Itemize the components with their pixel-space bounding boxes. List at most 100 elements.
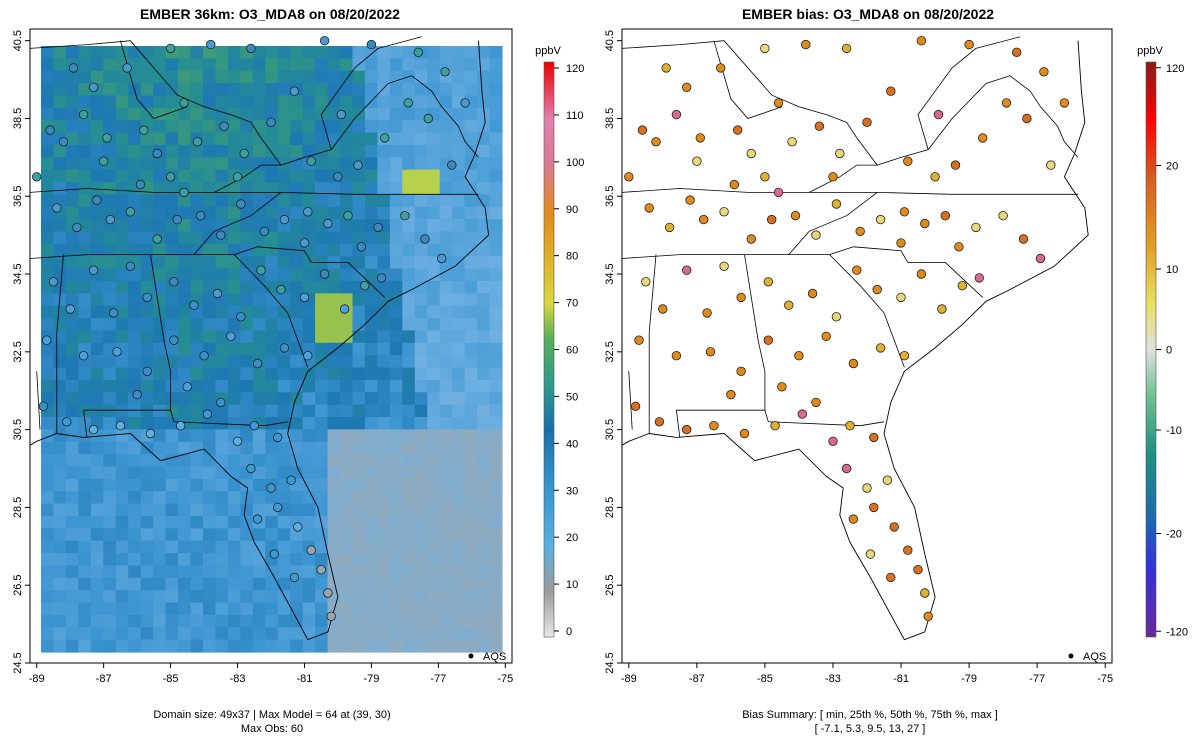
grid-cell <box>41 528 55 542</box>
grid-cell <box>190 565 204 579</box>
grid-cell <box>140 95 154 109</box>
grid-cell <box>414 342 428 356</box>
grid-cell <box>178 83 192 97</box>
aqs-station <box>142 366 152 377</box>
grid-cell <box>190 268 204 282</box>
grid-cell <box>302 132 316 146</box>
grid-cell <box>389 342 403 356</box>
aqs-station <box>78 351 89 361</box>
grid-cell <box>439 540 453 554</box>
grid-cell <box>340 342 354 356</box>
grid-cell <box>115 46 129 59</box>
grid-cell <box>140 565 154 579</box>
grid-cell <box>302 280 316 294</box>
bias-station <box>733 125 743 135</box>
aqs-station <box>105 214 116 225</box>
grid-cell <box>65 95 79 109</box>
grid-cell <box>477 367 491 381</box>
grid-cell <box>178 70 192 84</box>
grid-cell <box>277 417 291 430</box>
grid-cell <box>302 491 316 505</box>
bias-station <box>664 222 675 233</box>
grid-cell <box>464 83 478 97</box>
grid-cell <box>489 379 503 393</box>
grid-cell <box>215 243 229 257</box>
state-line <box>36 371 41 430</box>
grid-cell <box>315 441 329 455</box>
grid-cell <box>78 83 92 97</box>
grid-cell <box>140 70 154 84</box>
grid-cell <box>190 590 204 604</box>
grid-cell <box>290 441 304 455</box>
grid-cell <box>65 243 79 257</box>
bias-station <box>896 292 906 303</box>
grid-cell <box>90 132 104 146</box>
grid-cell <box>290 540 304 554</box>
grid-cell <box>377 243 391 257</box>
grid-cell <box>265 95 279 109</box>
aqs-station <box>353 160 363 170</box>
bias-station <box>671 351 682 361</box>
right-lat-tick-label: 24.5 <box>604 652 616 673</box>
grid-cell <box>128 540 142 554</box>
grid-cell <box>240 602 254 616</box>
grid-cell <box>78 231 92 245</box>
grid-cell <box>90 627 104 641</box>
grid-cell <box>427 478 441 492</box>
grid-cell <box>202 491 217 505</box>
grid-cell <box>215 330 229 344</box>
grid-cell <box>227 491 241 505</box>
grid-cell <box>178 330 192 344</box>
grid-cell <box>389 454 403 468</box>
grid-cell <box>128 417 142 430</box>
grid-cell <box>90 280 104 294</box>
state-line <box>621 188 1078 195</box>
bias-station <box>950 160 961 170</box>
grid-cell <box>128 305 142 319</box>
grid-cell <box>427 491 441 505</box>
grid-cell <box>315 404 329 418</box>
grid-cell <box>252 70 266 84</box>
grid-cell <box>327 194 341 208</box>
grid-cell <box>90 243 104 257</box>
grid-cell <box>340 602 354 616</box>
grid-cell <box>315 466 329 480</box>
grid-cell <box>464 293 478 307</box>
right-lat-tick-label: 26.5 <box>604 574 616 595</box>
grid-cell <box>327 466 341 480</box>
aqs-station <box>52 203 62 213</box>
grid-cell <box>41 157 55 171</box>
bias-station <box>957 281 968 291</box>
grid-cell <box>290 231 304 245</box>
bias-station <box>920 218 930 229</box>
grid-cell <box>78 515 92 529</box>
grid-cell <box>402 120 416 134</box>
grid-cell <box>327 577 341 591</box>
grid-cell <box>414 206 428 220</box>
grid-cell <box>165 553 179 567</box>
grid-cell <box>364 58 379 72</box>
grid-cell <box>277 231 291 245</box>
grid-cell <box>240 157 254 171</box>
grid-cell <box>178 528 192 542</box>
grid-cell <box>352 614 366 628</box>
grid-cell <box>427 132 441 146</box>
aqs-station <box>269 549 280 559</box>
grid-cell <box>315 454 329 468</box>
grid-cell <box>327 120 341 134</box>
grid-cell <box>364 330 379 344</box>
grid-cell <box>41 515 55 529</box>
grid-cell <box>227 219 241 233</box>
grid-cell <box>389 577 403 591</box>
grid-cell <box>489 528 503 542</box>
grid-cell <box>414 466 428 480</box>
grid-cell <box>464 120 478 134</box>
lat-tick-label: 34.5 <box>12 263 24 284</box>
bias-station <box>767 214 777 225</box>
grid-cell <box>489 194 503 208</box>
grid-cell <box>240 429 254 443</box>
grid-cell <box>240 565 254 579</box>
aqs-station <box>276 284 286 295</box>
grid-cell <box>427 466 441 480</box>
aqs-station <box>98 156 109 166</box>
